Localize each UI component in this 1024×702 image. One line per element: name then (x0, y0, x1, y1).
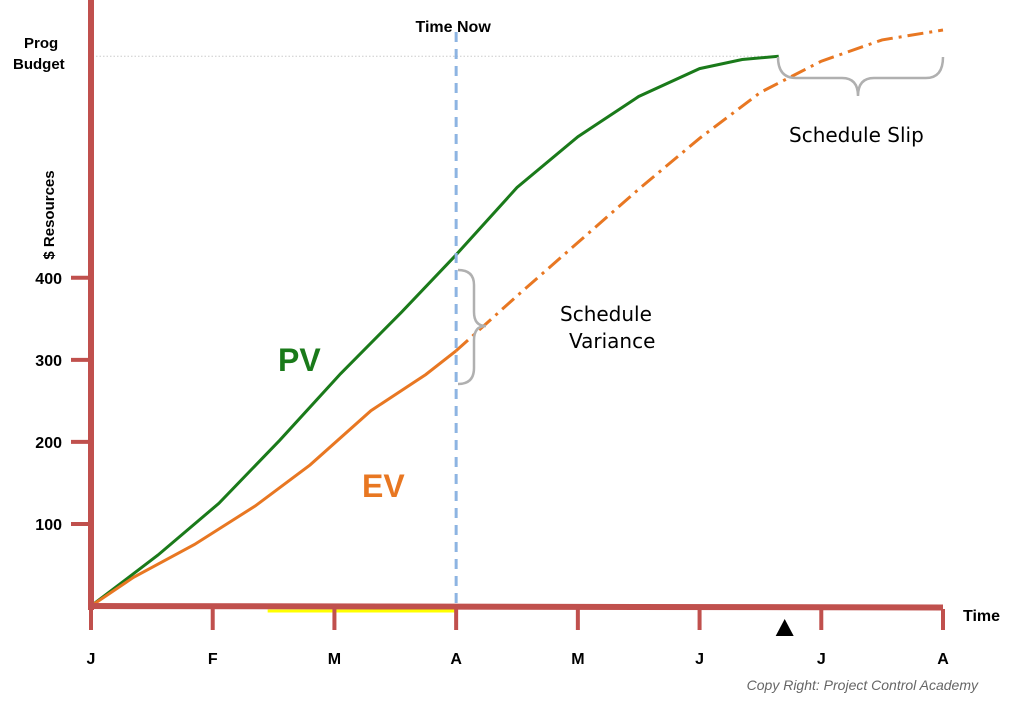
y-tick-label: 300 (35, 353, 62, 370)
x-tick-label: J (87, 651, 96, 668)
copyright-text: Copy Right: Project Control Academy (747, 677, 979, 693)
x-tick-label: A (937, 651, 949, 668)
y-axis-ticks: 100 200 300 400 (35, 271, 92, 534)
x-tick-label: J (817, 651, 826, 668)
y-tick-label: 400 (35, 271, 62, 288)
budget-label-line1: Prog (24, 35, 58, 52)
time-now-label: Time Now (416, 19, 492, 36)
ev-forecast-line (455, 28, 944, 352)
x-tick-label: A (450, 651, 462, 668)
x-tick-label: M (328, 651, 341, 668)
ev-series-line (90, 349, 458, 608)
pv-series-line (90, 54, 779, 608)
pv-series-label: PV (278, 342, 321, 378)
x-axis-label: Time (963, 608, 1000, 625)
schedule-variance-brace (457, 268, 487, 386)
y-tick-label: 200 (35, 435, 62, 452)
y-axis-label: $ Resources (41, 170, 58, 259)
schedule-slip-marker (775, 619, 794, 636)
x-tick-label: M (571, 651, 584, 668)
x-tick-label: F (208, 651, 218, 668)
x-axis (87, 603, 944, 611)
y-tick-label: 100 (35, 517, 62, 534)
schedule-variance-label-line1: Schedule (560, 302, 652, 326)
schedule-variance-label-line2: Variance (569, 329, 655, 353)
schedule-slip-brace (776, 56, 945, 97)
schedule-slip-label: Schedule Slip (789, 123, 924, 147)
budget-label-line2: Budget (13, 56, 65, 73)
ev-series-label: EV (362, 468, 405, 504)
x-tick-label: J (695, 651, 704, 668)
